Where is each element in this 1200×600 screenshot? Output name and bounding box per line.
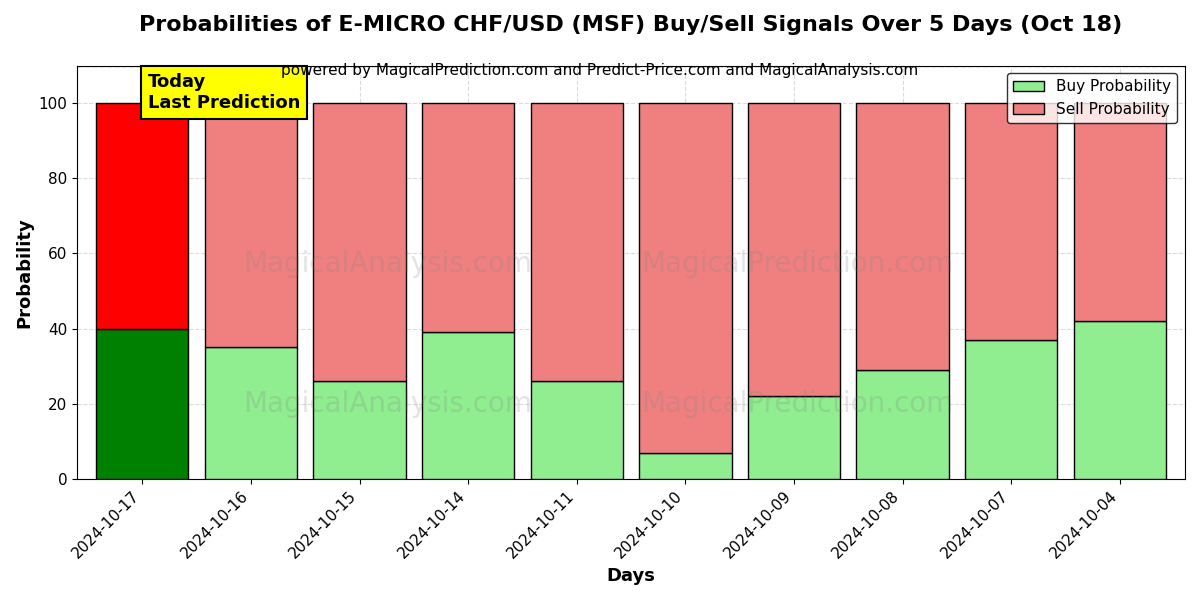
- Bar: [96, 329, 188, 479]
- Text: MagicalPrediction.com: MagicalPrediction.com: [641, 391, 954, 418]
- Text: MagicalAnalysis.com: MagicalAnalysis.com: [242, 391, 532, 418]
- Bar: [96, 103, 188, 329]
- Bar: [965, 340, 1057, 479]
- Bar: [205, 347, 298, 479]
- Text: powered by MagicalPrediction.com and Predict-Price.com and MagicalAnalysis.com: powered by MagicalPrediction.com and Pre…: [281, 63, 919, 78]
- X-axis label: Days: Days: [607, 567, 655, 585]
- Bar: [748, 103, 840, 396]
- Bar: [313, 103, 406, 381]
- Bar: [530, 381, 623, 479]
- Text: MagicalAnalysis.com: MagicalAnalysis.com: [242, 250, 532, 278]
- Bar: [422, 332, 515, 479]
- Text: Today
Last Prediction: Today Last Prediction: [148, 73, 300, 112]
- Bar: [1074, 103, 1166, 321]
- Bar: [313, 381, 406, 479]
- Y-axis label: Probability: Probability: [14, 217, 32, 328]
- Bar: [640, 103, 732, 452]
- Text: MagicalPrediction.com: MagicalPrediction.com: [641, 250, 954, 278]
- Bar: [965, 103, 1057, 340]
- Bar: [530, 103, 623, 381]
- Bar: [422, 103, 515, 332]
- Bar: [640, 452, 732, 479]
- Title: Probabilities of E-MICRO CHF/USD (MSF) Buy/Sell Signals Over 5 Days (Oct 18): Probabilities of E-MICRO CHF/USD (MSF) B…: [139, 15, 1123, 35]
- Bar: [748, 396, 840, 479]
- Bar: [857, 103, 949, 370]
- Bar: [205, 103, 298, 347]
- Legend: Buy Probability, Sell Probability: Buy Probability, Sell Probability: [1007, 73, 1177, 123]
- Bar: [857, 370, 949, 479]
- Bar: [1074, 321, 1166, 479]
